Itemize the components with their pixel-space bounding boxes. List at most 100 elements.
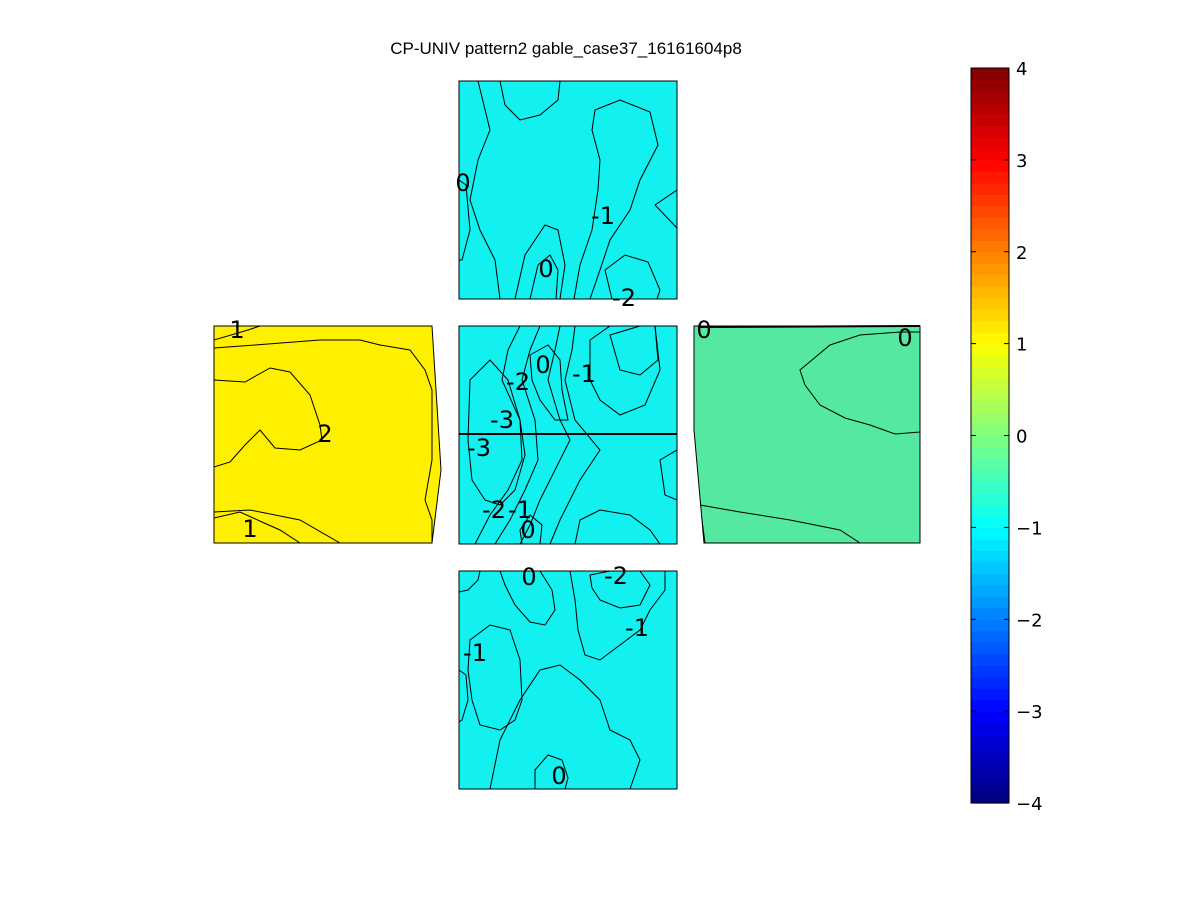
panel-left: 1 2 1 [213,316,442,544]
colorbar-tick-label: 1 [1016,335,1027,356]
colorbar-band [971,722,1009,735]
contour-label: 0 [521,563,536,591]
panel-bottom: 0 -2 -1 -1 0 [458,562,678,790]
colorbar-band [971,389,1009,402]
colorbar-band [971,274,1009,287]
colorbar-band [971,125,1009,138]
colorbar-band [971,538,1009,551]
contour-label: -2 [482,496,506,524]
colorbar-band [971,607,1009,620]
colorbar-band [971,561,1009,574]
colorbar-band [971,136,1009,149]
colorbar-band [971,469,1009,483]
colorbar-band [971,734,1009,747]
colorbar-tick-label: −2 [1016,610,1043,631]
contour-label: -1 [572,360,596,388]
colorbar-band [971,665,1009,678]
colorbar-band [971,791,1009,804]
colorbar-band [971,263,1009,276]
contour-label: 0 [538,255,553,283]
colorbar: −4 −3 −2 −1 0 1 2 3 4 [970,59,1043,815]
chart-title: CP-UNIV pattern2 gable_case37_16161604p8 [390,39,742,58]
colorbar-band [971,481,1009,494]
colorbar-band [971,320,1009,333]
colorbar-band [971,492,1009,505]
colorbar-band [971,550,1009,563]
colorbar-band [971,113,1009,127]
colorbar-tick-label: −1 [1016,518,1043,539]
panel-center: -2 0 -1 -3 -3 -2 -1 0 [458,325,678,545]
colorbar-band [971,757,1009,770]
panel-top: 0 -1 0 -2 [455,80,678,312]
colorbar-band [971,286,1009,299]
contour-label: 0 [551,762,566,790]
colorbar-band [971,217,1009,230]
colorbar-band [971,355,1009,368]
contour-label: -1 [591,202,615,230]
colorbar-tick-label: 0 [1016,427,1027,448]
colorbar-band [971,435,1009,448]
colorbar-band [971,596,1009,609]
colorbar-band [971,182,1009,195]
colorbar-band [971,251,1009,264]
colorbar-band [971,159,1009,172]
colorbar-band [971,699,1009,712]
colorbar-ticks: −4 −3 −2 −1 0 1 2 3 4 [971,59,1043,815]
contour-label: -1 [625,614,649,642]
contour-label: -3 [467,434,491,462]
colorbar-band [971,148,1009,161]
colorbar-band [971,79,1009,92]
colorbar-tick-label: 2 [1016,243,1027,264]
colorbar-tick-label: −4 [1016,794,1043,815]
colorbar-band [971,309,1009,322]
contour-label: -3 [490,406,514,434]
colorbar-band [971,630,1009,643]
colorbar-band [971,102,1009,115]
colorbar-band [971,676,1009,689]
colorbar-band [971,780,1009,793]
colorbar-band [971,688,1009,701]
contour-label: -1 [508,496,532,524]
colorbar-band [971,412,1009,425]
colorbar-band [971,653,1009,666]
contour-label: 0 [696,316,711,344]
colorbar-band [971,378,1009,391]
colorbar-band [971,205,1009,218]
contour-label: 1 [242,515,257,543]
colorbar-band [971,745,1009,758]
colorbar-band [971,527,1009,540]
contour-label: 0 [455,169,470,197]
colorbar-band [971,401,1009,414]
colorbar-band [971,573,1009,586]
colorbar-tick-label: 3 [1016,151,1027,172]
colorbar-band [971,515,1009,528]
colorbar-band [971,171,1009,184]
colorbar-tick-label: 4 [1016,59,1027,80]
contour-label: -2 [604,562,628,590]
colorbar-band [971,90,1009,104]
colorbar-band [971,458,1009,471]
colorbar-band [971,366,1009,379]
contour-label: 0 [520,516,535,544]
contour-label: -2 [612,284,636,312]
colorbar-band [971,332,1009,345]
colorbar-gradient [971,68,1009,804]
colorbar-band [971,504,1009,517]
colorbar-tick-label: −3 [1016,702,1043,723]
colorbar-band [971,642,1009,655]
colorbar-band [971,584,1009,597]
panel-right: 0 0 [693,316,921,544]
colorbar-band [971,343,1009,356]
contour-label: 2 [317,420,332,448]
colorbar-band [971,228,1009,241]
colorbar-band [971,194,1009,207]
colorbar-band [971,619,1009,632]
contour-label: 0 [897,324,912,352]
colorbar-band [971,68,1009,81]
colorbar-band [971,297,1009,310]
colorbar-band [971,768,1009,781]
contour-label: -2 [506,368,530,396]
colorbar-band [971,446,1009,460]
contour-label: -1 [463,639,487,667]
